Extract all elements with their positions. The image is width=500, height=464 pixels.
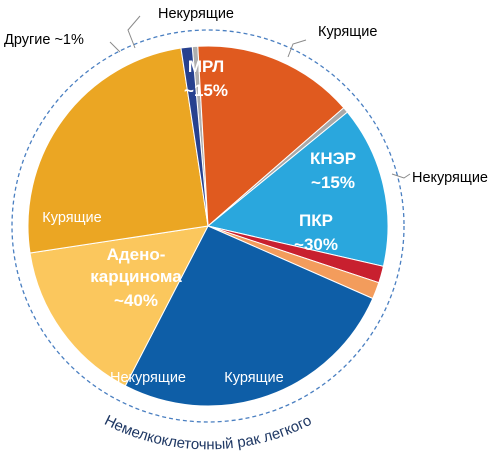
- leader-line-mrl-nonsmokers: [127, 15, 141, 49]
- label-mrl: МРЛ: [188, 57, 224, 76]
- ring-label: Немелкоклеточный рак легкого: [102, 412, 315, 453]
- leader-line-kner-nonsmokers: [391, 173, 411, 179]
- label-mrl-nonsmokers: Некурящие: [158, 6, 234, 22]
- label-other: Другие ~1%: [4, 32, 84, 48]
- leader-line-other: [109, 41, 121, 53]
- nsclc-dashed-ring: [11, 29, 405, 423]
- label-kner-smokers: Курящие: [318, 24, 377, 40]
- ring-label-path: Немелкоклеточный рак легкого: [102, 412, 315, 453]
- pie-slices: [27, 45, 389, 407]
- label-pkr-smokers: Курящие: [224, 370, 283, 386]
- label-kner: КНЭР: [310, 149, 356, 168]
- pie-slice-adeno-nonsmokers: [29, 225, 209, 387]
- pie-slice-adeno-smokers: [27, 47, 209, 254]
- leader-lines: [109, 15, 411, 179]
- label-adeno-nonsmokers: Некурящие: [110, 370, 186, 386]
- label-adeno-share: ~40%: [114, 291, 158, 310]
- leader-line-kner-smokers: [287, 39, 307, 58]
- pie-slice-other: [180, 46, 209, 227]
- label-kner-nonsmokers: Некурящие: [412, 170, 488, 186]
- label-adeno-smokers: Курящие: [42, 210, 101, 226]
- pie-slice-kner-main: [206, 111, 389, 267]
- pie-slice-pkr-smokers: [124, 225, 374, 407]
- label-pkr-share: ~30%: [294, 235, 338, 254]
- label-adeno-line1: Адено-: [107, 245, 166, 264]
- label-kner-share: ~15%: [311, 173, 355, 192]
- pie-slice-mrl-smokers: [197, 45, 345, 228]
- label-adeno-line2: карцинома: [90, 267, 182, 286]
- label-mrl-share: ~15%: [184, 81, 228, 100]
- label-pkr: ПКР: [299, 211, 333, 230]
